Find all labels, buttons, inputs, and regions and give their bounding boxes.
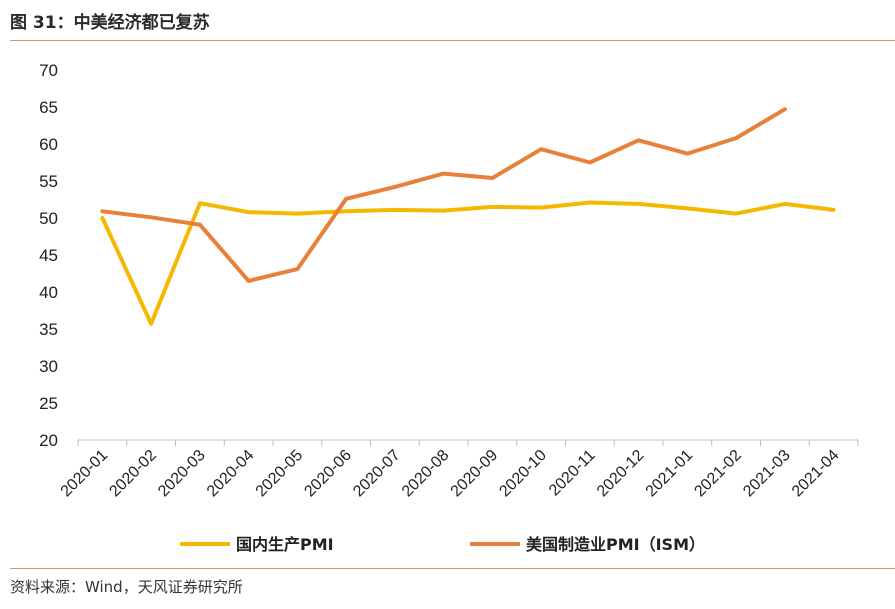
- legend: 国内生产PMI 美国制造业PMI（ISM）: [180, 535, 705, 554]
- y-tick-label: 50: [39, 209, 58, 228]
- series-line-china-pmi: [100, 200, 836, 326]
- y-tick-label: 65: [39, 98, 58, 117]
- x-tick-label: 2020-07: [350, 447, 404, 501]
- x-tick-label: 2020-10: [496, 447, 550, 501]
- y-tick-label: 35: [39, 320, 58, 339]
- x-axis: 2020-012020-022020-032020-042020-052020-…: [58, 439, 859, 501]
- x-tick-label: 2020-05: [253, 447, 307, 501]
- x-tick-label: 2020-12: [594, 447, 648, 501]
- y-tick-label: 55: [39, 172, 58, 191]
- y-axis: 20 25 30 35 40 45 50 55 60 65 70: [39, 61, 58, 450]
- x-tick-label: 2020-06: [301, 447, 355, 501]
- series-lines: [100, 107, 836, 326]
- x-tick-label: 2020-08: [399, 447, 453, 501]
- legend-label: 国内生产PMI: [236, 535, 334, 554]
- page-title: 图 31：中美经济都已复苏: [10, 13, 210, 33]
- x-tick-label: 2020-04: [204, 447, 258, 501]
- x-tick-label: 2021-02: [691, 447, 745, 501]
- y-tick-label: 45: [39, 246, 58, 265]
- y-tick-label: 30: [39, 357, 58, 376]
- series-line-us-ism-pmi: [100, 107, 787, 283]
- x-tick-label: 2020-01: [58, 447, 112, 501]
- legend-label: 美国制造业PMI（ISM）: [526, 535, 705, 554]
- y-tick-label: 20: [39, 431, 58, 450]
- y-tick-label: 70: [39, 61, 58, 80]
- footer-divider: [10, 568, 895, 569]
- y-tick-label: 40: [39, 283, 58, 302]
- title-divider: [10, 40, 895, 41]
- x-tick-label: 2020-09: [448, 447, 502, 501]
- x-tick-label: 2020-11: [546, 447, 599, 500]
- y-tick-label: 25: [39, 394, 58, 413]
- source-note: 资料来源：Wind，天风证券研究所: [10, 578, 243, 596]
- x-tick-label: 2020-03: [155, 447, 209, 501]
- x-tick-label: 2021-03: [740, 447, 794, 501]
- x-tick-label: 2021-04: [789, 447, 843, 501]
- y-tick-label: 60: [39, 135, 58, 154]
- x-tick-label: 2021-01: [643, 447, 697, 501]
- x-tick-label: 2020-02: [106, 447, 160, 501]
